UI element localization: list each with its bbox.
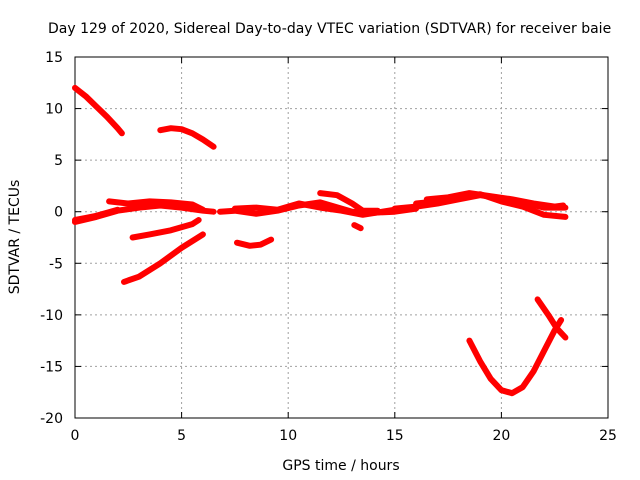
y-tick-label: -15 (40, 359, 63, 375)
x-axis-label: GPS time / hours (282, 458, 399, 474)
series-arc-17 (534, 296, 569, 341)
x-tick-label: 15 (386, 428, 404, 444)
series-group (72, 84, 569, 397)
axis-ticks: 0 5 10 15 20 25 -20 -15 -10 -5 0 5 10 15 (40, 50, 617, 444)
y-tick-label: 10 (45, 102, 63, 118)
series-arc-5 (106, 198, 206, 213)
x-tick-label: 25 (599, 428, 617, 444)
y-axis-label: SDTVAR / TECUs (7, 180, 23, 295)
chart-title: Day 129 of 2020, Sidereal Day-to-day VTE… (48, 21, 611, 37)
series-arc-15 (423, 190, 567, 210)
y-tick-label: 15 (45, 50, 63, 66)
y-tick-label: -10 (40, 308, 63, 324)
series-arc-7 (121, 231, 206, 285)
series-arc-16 (466, 317, 565, 397)
series-arc-6 (129, 217, 202, 241)
x-tick-label: 20 (492, 428, 510, 444)
series-arc-11 (317, 190, 381, 214)
series-arc-12 (351, 222, 364, 232)
x-tick-label: 5 (177, 428, 186, 444)
x-tick-label: 10 (279, 428, 297, 444)
plot-frame (74, 56, 609, 419)
y-tick-label: 5 (54, 153, 63, 169)
y-tick-label: -5 (49, 256, 63, 272)
series-arc-10 (234, 236, 275, 249)
series-arc-1 (72, 84, 125, 137)
y-tick-label: -20 (40, 411, 63, 427)
x-tick-label: 0 (71, 428, 80, 444)
series-arc-9 (231, 200, 398, 218)
grid (75, 57, 608, 418)
y-tick-label: 0 (54, 205, 63, 221)
series-arc-2 (157, 125, 217, 150)
